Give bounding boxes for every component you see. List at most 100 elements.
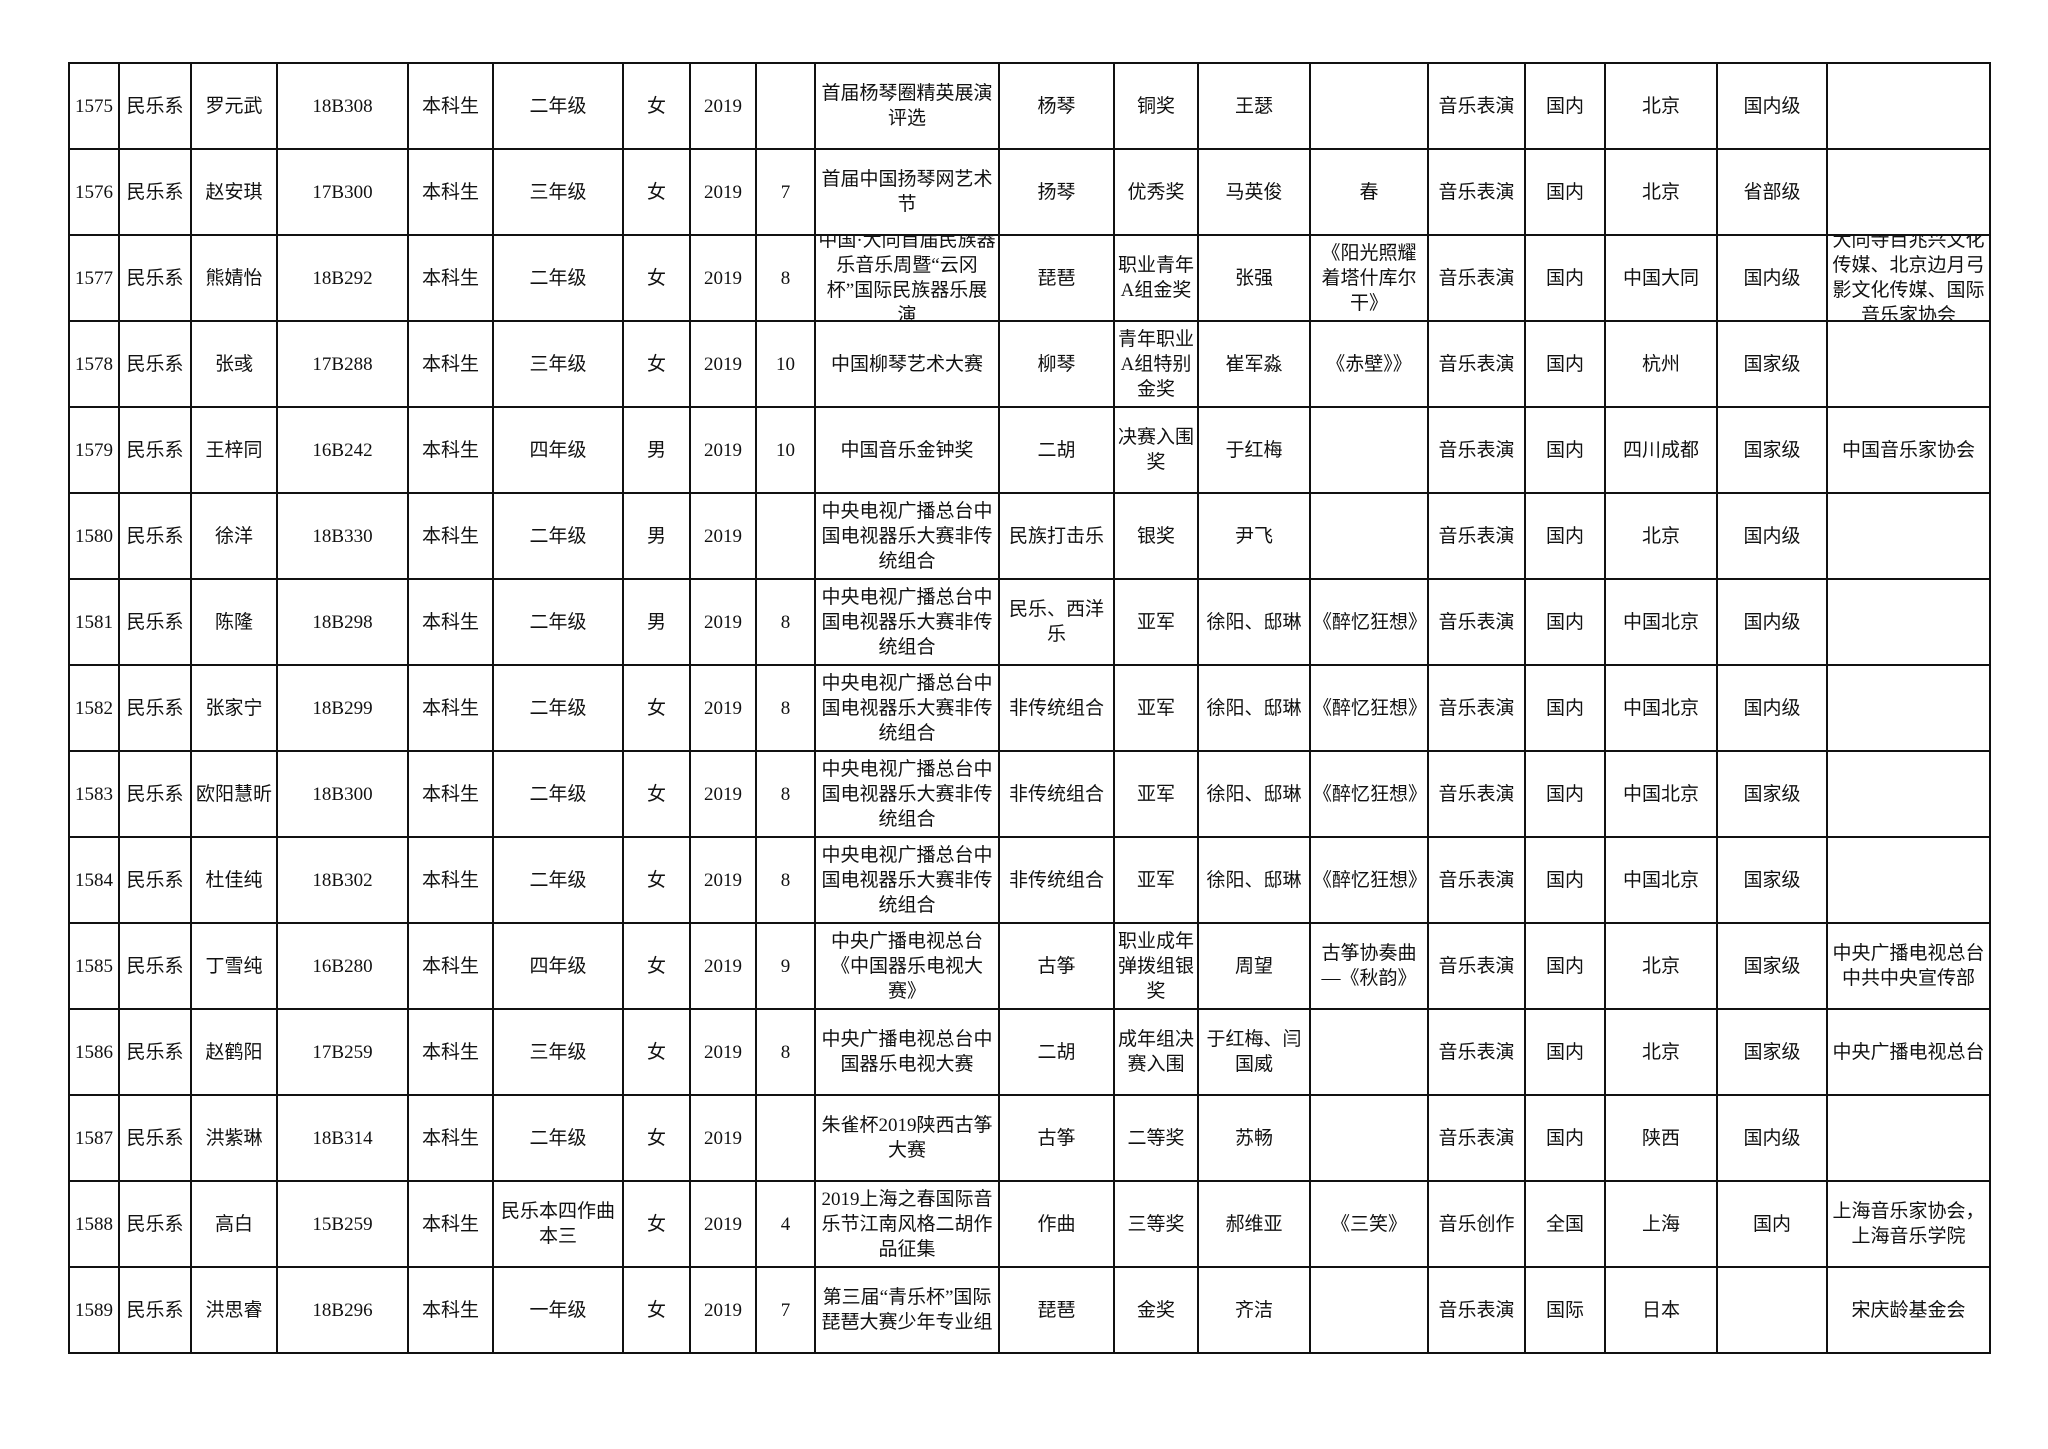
- table-cell: 1583: [68, 750, 120, 838]
- table-cell: 中央广播电视总台《中国器乐电视大赛》: [814, 922, 1000, 1010]
- table-cell: 国家级: [1716, 406, 1828, 494]
- table-cell: 18B292: [276, 234, 409, 322]
- table-cell: [1309, 62, 1429, 150]
- cell-work-title: 《赤壁》》: [1326, 353, 1412, 375]
- cell-competition-name: 中央电视广播总台中国电视器乐大赛非传统组合: [821, 500, 993, 572]
- cell-scope: 国内: [1545, 955, 1584, 977]
- cell-level: 国内级: [1743, 611, 1801, 633]
- cell-category: 音乐表演: [1438, 181, 1515, 203]
- cell-level: 国家级: [1743, 869, 1801, 891]
- table-cell: 中国·大同首届民族器乐音乐周暨“云冈杯”国际民族器乐展演: [814, 234, 1000, 322]
- table-cell: 2019: [689, 492, 757, 580]
- cell-gender: 男: [646, 525, 666, 547]
- table-cell: 1578: [68, 320, 120, 408]
- cell-student-id: 17B259: [312, 1041, 373, 1063]
- table-cell: 春: [1309, 148, 1429, 236]
- cell-competition-name: 第三届“青乐杯”国际琵琶大赛少年专业组: [821, 1287, 993, 1333]
- cell-location: 上海: [1641, 1213, 1680, 1235]
- cell-scope: 全国: [1545, 1213, 1584, 1235]
- cell-work-title: 《醉忆狂想》: [1313, 869, 1427, 891]
- table-cell: 中国音乐金钟奖: [814, 406, 1000, 494]
- cell-scope: 国内: [1545, 1041, 1584, 1063]
- cell-competition-name: 中国·大同首届民族器乐音乐周暨“云冈杯”国际民族器乐展演: [818, 236, 996, 320]
- table-cell: 尹飞: [1197, 492, 1311, 580]
- table-cell: 二年级: [492, 1094, 624, 1182]
- table-cell: 女: [622, 148, 691, 236]
- table-cell: 国内: [1524, 62, 1606, 150]
- cell-degree-level: 本科生: [421, 181, 479, 203]
- table-cell: 民乐系: [118, 578, 192, 666]
- table-cell: 上海音乐家协会，上海音乐学院: [1826, 1180, 1991, 1268]
- table-cell: 国内: [1524, 492, 1606, 580]
- table-cell: 国内: [1524, 664, 1606, 752]
- cell-row-number: 1588: [75, 1213, 113, 1235]
- cell-organizer: [1828, 580, 1989, 664]
- cell-row-number: 1575: [75, 95, 113, 117]
- cell-advisor: 郝维亚: [1225, 1213, 1283, 1235]
- table-cell: 1589: [68, 1266, 120, 1354]
- cell-location: 北京: [1641, 1041, 1680, 1063]
- cell-year: 2019: [704, 1299, 742, 1321]
- cell-department: 民乐系: [126, 697, 184, 719]
- cell-month: 8: [780, 267, 791, 289]
- cell-student-id: 18B298: [312, 611, 373, 633]
- cell-department: 民乐系: [126, 267, 184, 289]
- table-cell: 上海: [1604, 1180, 1718, 1268]
- table-cell: 本科生: [407, 922, 494, 1010]
- cell-advisor: 徐阳、邸琳: [1206, 783, 1302, 805]
- cell-month: 8: [780, 611, 791, 633]
- table-cell: 18B308: [276, 62, 409, 150]
- table-cell: [1826, 320, 1991, 408]
- table-cell: 二年级: [492, 578, 624, 666]
- cell-advisor: 于红梅: [1225, 439, 1283, 461]
- table-cell: 赵安琪: [190, 148, 278, 236]
- table-row: 1575 民乐系 罗元武 18B308 本科生 二年级 女 2019 首届杨琴圈精英展演评选 杨琴…: [68, 62, 1991, 150]
- table-cell: 1580: [68, 492, 120, 580]
- cell-scope: 国内: [1545, 783, 1584, 805]
- table-cell: 7: [755, 148, 816, 236]
- cell-level: 国内级: [1743, 525, 1801, 547]
- cell-scope: 国内: [1545, 611, 1584, 633]
- table-cell: [1309, 492, 1429, 580]
- cell-row-number: 1589: [75, 1299, 113, 1321]
- cell-year: 2019: [704, 1041, 742, 1063]
- table-cell: 二胡: [998, 406, 1115, 494]
- cell-advisor: 苏畅: [1234, 1127, 1273, 1149]
- table-cell: 18B299: [276, 664, 409, 752]
- cell-competition-name: 中央广播电视总台中国器乐电视大赛: [821, 1029, 993, 1075]
- table-cell: 古筝: [998, 1094, 1115, 1182]
- cell-work-title: 《醉忆狂想》: [1313, 783, 1427, 805]
- cell-location: 陕西: [1641, 1127, 1680, 1149]
- table-cell: 北京: [1604, 148, 1718, 236]
- cell-award: 铜奖: [1136, 95, 1175, 117]
- table-cell: 1586: [68, 1008, 120, 1096]
- table-cell: 本科生: [407, 1266, 494, 1354]
- table-cell: 中国大同: [1604, 234, 1718, 322]
- table-cell: 本科生: [407, 664, 494, 752]
- table-cell: 丁雪纯: [190, 922, 278, 1010]
- table-cell: 古筝协奏曲—《秋韵》: [1309, 922, 1429, 1010]
- cell-department: 民乐系: [126, 955, 184, 977]
- table-cell: 17B288: [276, 320, 409, 408]
- table-cell: 国际: [1524, 1266, 1606, 1354]
- cell-advisor: 王瑟: [1234, 95, 1273, 117]
- cell-category: 音乐表演: [1438, 869, 1515, 891]
- table-cell: 于红梅: [1197, 406, 1311, 494]
- cell-degree-level: 本科生: [421, 869, 479, 891]
- table-cell: 9: [755, 922, 816, 1010]
- cell-student-id: 15B259: [312, 1213, 373, 1235]
- cell-organizer: [1828, 752, 1989, 836]
- table-cell: 扬琴: [998, 148, 1115, 236]
- table-cell: 4: [755, 1180, 816, 1268]
- table-cell: 民乐系: [118, 234, 192, 322]
- cell-award: 金奖: [1136, 1299, 1175, 1321]
- cell-degree-level: 本科生: [421, 353, 479, 375]
- cell-grade: 二年级: [529, 697, 587, 719]
- table-cell: 民乐本四作曲本三: [492, 1180, 624, 1268]
- cell-category: 音乐表演: [1438, 1127, 1515, 1149]
- cell-location: 中国大同: [1622, 267, 1699, 289]
- cell-month: 7: [780, 1299, 791, 1321]
- cell-department: 民乐系: [126, 1127, 184, 1149]
- table-cell: 北京: [1604, 62, 1718, 150]
- table-cell: 作曲: [998, 1180, 1115, 1268]
